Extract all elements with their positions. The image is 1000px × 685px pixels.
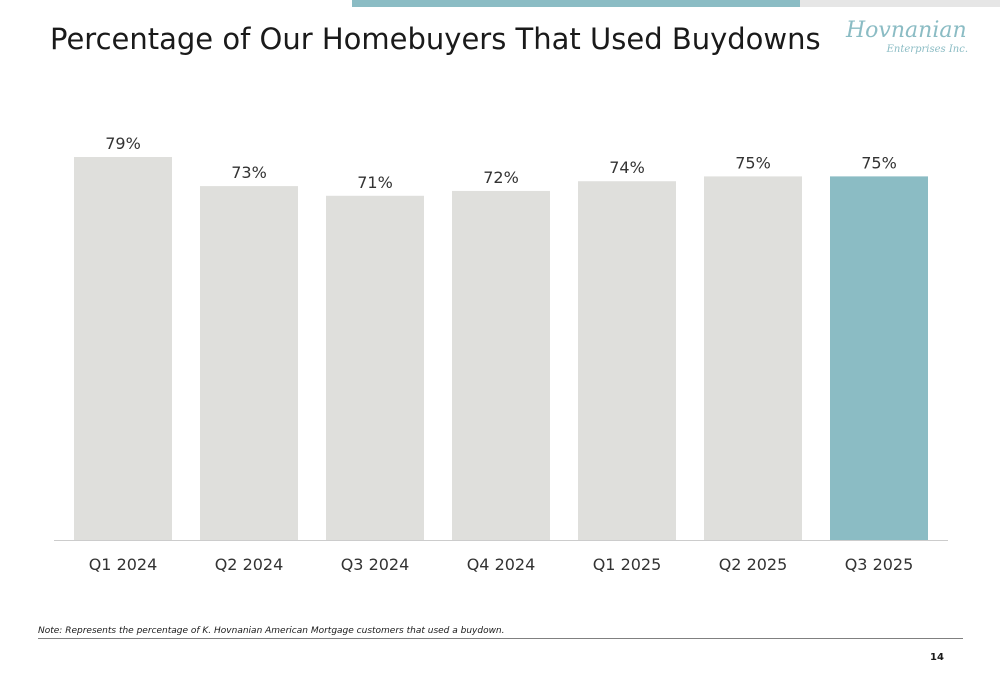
logo-subtitle: Enterprises Inc. [886, 44, 968, 55]
data-label: 75% [735, 153, 771, 172]
data-label: 79% [105, 134, 141, 153]
data-label: 72% [483, 168, 519, 187]
x-tick-label: Q2 2024 [215, 555, 284, 574]
x-tick-label: Q3 2025 [845, 555, 914, 574]
bar-chart: 79% Q1 2024 73% Q2 2024 71% Q3 2024 72% Q4 2024… [54, 134, 948, 574]
bar [200, 186, 298, 540]
x-tick-label: Q3 2024 [341, 555, 410, 574]
bar [326, 195, 424, 541]
company-logo: Hovnanian Enterprises Inc. [846, 18, 976, 68]
bar [452, 190, 550, 540]
data-label: 75% [861, 153, 897, 172]
data-label: 73% [231, 163, 267, 182]
data-label: 71% [357, 173, 393, 192]
header-accent-band [352, 0, 822, 7]
x-tick-label: Q1 2024 [89, 555, 158, 574]
bar [830, 176, 928, 541]
footnote: Note: Represents the percentage of K. Ho… [38, 626, 505, 636]
data-label: 74% [609, 158, 645, 177]
x-tick-label: Q2 2025 [719, 555, 788, 574]
x-tick-label: Q4 2024 [467, 555, 536, 574]
header-accent-band-light [800, 0, 1000, 7]
logo-wordmark: Hovnanian [846, 18, 967, 43]
page-number: 14 [930, 652, 944, 663]
bar [704, 176, 802, 541]
footnote-divider [38, 638, 963, 639]
page-title: Percentage of Our Homebuyers That Used B… [50, 22, 821, 56]
bar [74, 157, 172, 540]
bar [578, 181, 676, 540]
x-tick-label: Q1 2025 [593, 555, 662, 574]
